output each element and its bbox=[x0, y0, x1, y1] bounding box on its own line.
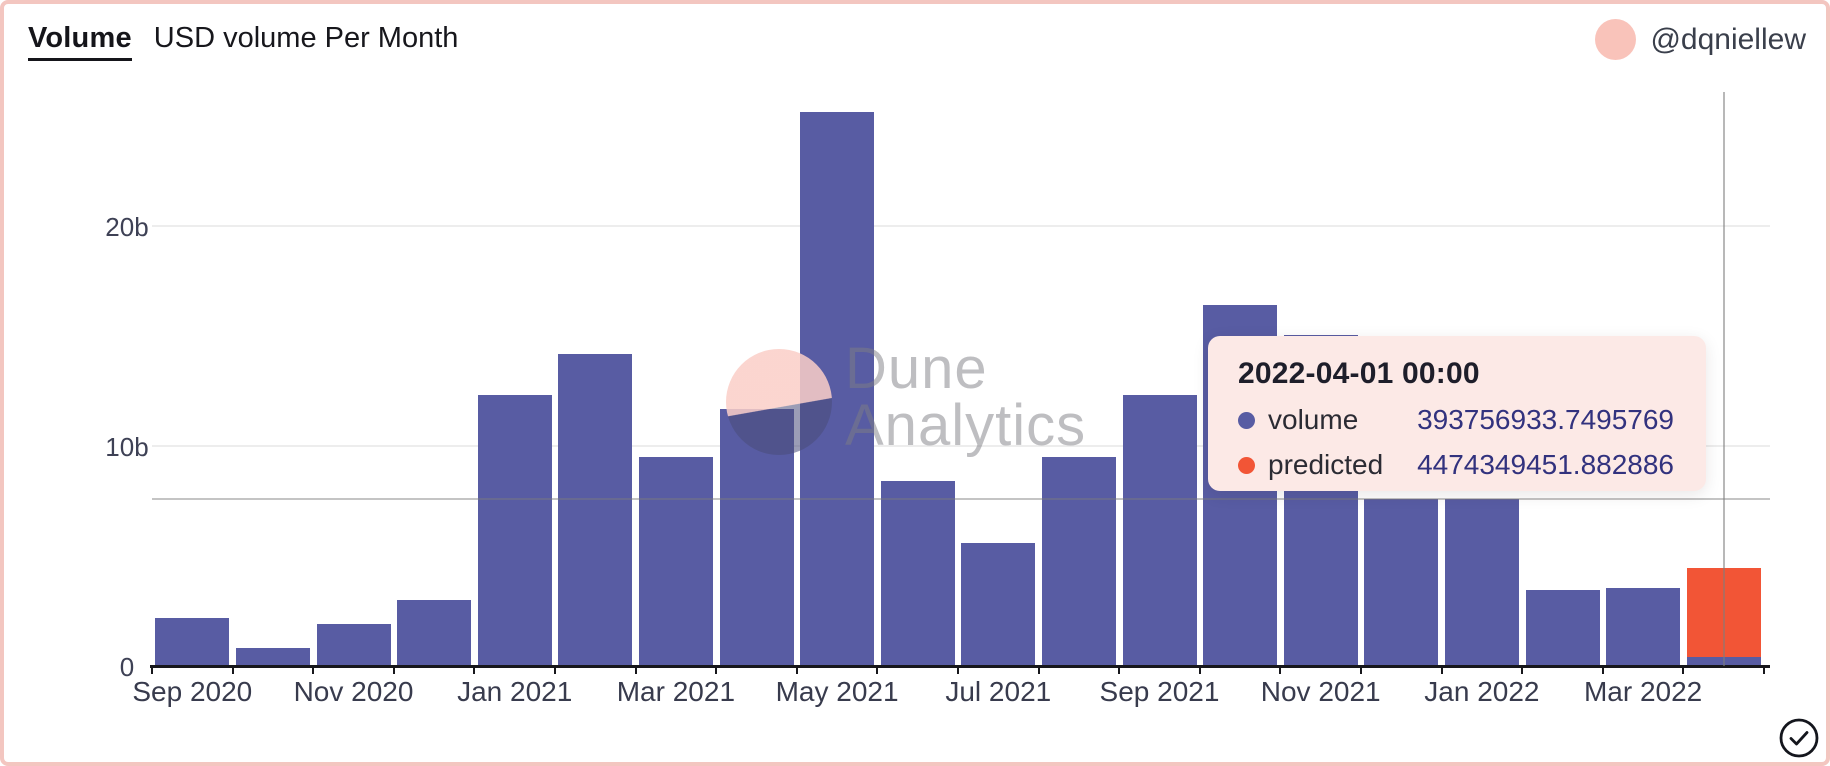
bar-volume-Feb 2022[interactable] bbox=[1525, 590, 1600, 666]
bar-volume-Mar 2021[interactable] bbox=[638, 457, 713, 666]
author-handle-link[interactable]: @dqniellew bbox=[1650, 22, 1806, 56]
gridline-10b bbox=[152, 445, 1770, 447]
author-block: @dqniellew bbox=[1595, 19, 1806, 60]
y-axis-label-20b: 20b bbox=[105, 212, 149, 242]
x-axis-tick bbox=[1521, 666, 1524, 674]
x-axis-tick bbox=[231, 666, 234, 674]
tooltip-predicted-value: 4474349451.882886 bbox=[1417, 449, 1674, 480]
x-axis-tick bbox=[1118, 666, 1121, 674]
bar-volume-Mar 2022[interactable] bbox=[1606, 587, 1681, 666]
x-axis-label-jan-2021: Jan 2021 bbox=[457, 676, 573, 707]
x-axis-label-may-2021: May 2021 bbox=[775, 676, 899, 707]
tooltip-row-predicted: predicted 4474349451.882886 bbox=[1238, 449, 1674, 481]
x-axis-tick bbox=[473, 666, 476, 674]
bar-volume-Sep 2021[interactable] bbox=[1122, 395, 1197, 666]
x-axis-tick bbox=[392, 666, 395, 674]
bar-volume-Aug 2021[interactable] bbox=[1041, 457, 1116, 666]
x-axis-label-sep-2021: Sep 2021 bbox=[1099, 676, 1220, 707]
x-axis-label-nov-2021: Nov 2021 bbox=[1260, 676, 1381, 707]
gridline-20b bbox=[152, 225, 1770, 227]
check-circle-icon bbox=[1779, 718, 1819, 758]
x-axis-line bbox=[150, 665, 1770, 668]
y-axis-label-10b: 10b bbox=[105, 432, 149, 462]
x-axis-label-nov-2020: Nov 2020 bbox=[293, 676, 414, 707]
x-axis-tick bbox=[876, 666, 879, 674]
crosshair-horizontal-line bbox=[152, 498, 1770, 500]
chart-subtitle: USD volume Per Month bbox=[153, 22, 459, 54]
author-avatar[interactable] bbox=[1595, 19, 1637, 60]
hover-tooltip: 2022-04-01 00:00 volume 393756933.749576… bbox=[1208, 336, 1706, 491]
x-axis-tick bbox=[957, 666, 959, 674]
predicted-series-dot-icon bbox=[1238, 456, 1255, 474]
x-axis-label-jul-2021: Jul 2021 bbox=[945, 676, 1052, 707]
bar-volume-Jan 2021[interactable] bbox=[477, 395, 552, 666]
x-axis-tick bbox=[1360, 666, 1362, 674]
bar-volume-Oct 2020[interactable] bbox=[235, 648, 310, 666]
x-axis-tick bbox=[554, 666, 556, 674]
crosshair-vertical-line bbox=[1722, 92, 1725, 666]
bar-volume-Jul 2021[interactable] bbox=[961, 542, 1036, 666]
x-axis-tick bbox=[715, 666, 718, 674]
x-axis-tick bbox=[1440, 666, 1443, 674]
tooltip-volume-label: volume bbox=[1268, 404, 1359, 435]
x-axis-tick bbox=[634, 666, 637, 674]
x-axis-tick bbox=[312, 666, 315, 674]
x-axis-tick bbox=[1037, 666, 1040, 674]
x-axis-tick bbox=[1279, 666, 1282, 674]
x-axis-tick bbox=[1198, 666, 1201, 674]
tooltip-predicted-label: predicted bbox=[1268, 449, 1384, 480]
chart-title-link[interactable]: Volume bbox=[28, 22, 132, 61]
bar-volume-Apr 2021[interactable] bbox=[719, 408, 794, 666]
bar-volume-Jan 2022[interactable] bbox=[1444, 498, 1519, 666]
x-axis-label-mar-2022: Mar 2022 bbox=[1583, 676, 1703, 707]
chart-header: Volume USD volume Per Month bbox=[28, 22, 458, 61]
y-axis-label-0: 0 bbox=[119, 652, 135, 682]
x-axis-tick bbox=[1763, 666, 1765, 674]
check-button[interactable] bbox=[1778, 717, 1820, 759]
bar-volume-Feb 2021[interactable] bbox=[558, 353, 633, 666]
tooltip-date: 2022-04-01 00:00 bbox=[1238, 357, 1480, 390]
bar-volume-Sep 2020[interactable] bbox=[155, 617, 230, 666]
x-axis-label-jan-2022: Jan 2022 bbox=[1424, 676, 1540, 707]
x-axis-label-mar-2021: Mar 2021 bbox=[616, 676, 736, 707]
volume-series-dot-icon bbox=[1238, 411, 1255, 429]
bar-volume-May 2021[interactable] bbox=[800, 111, 875, 666]
bar-volume-Nov 2020[interactable] bbox=[316, 624, 391, 666]
x-axis-tick bbox=[795, 666, 798, 674]
x-axis-tick bbox=[1682, 666, 1685, 674]
bar-volume-Dec 2021[interactable] bbox=[1364, 498, 1439, 666]
x-axis-label-sep-2020: Sep 2020 bbox=[132, 676, 253, 707]
bar-volume-Dec 2020[interactable] bbox=[397, 600, 472, 666]
bar-volume-Jun 2021[interactable] bbox=[880, 481, 955, 666]
x-axis-tick bbox=[1601, 666, 1604, 674]
tooltip-row-volume: volume 393756933.7495769 bbox=[1238, 404, 1674, 436]
tooltip-volume-value: 393756933.7495769 bbox=[1417, 404, 1674, 435]
plot-area: 0 10b 20b Sep 2020 Nov 2020 Jan 2021 Mar 2021 M… bbox=[4, 4, 1826, 762]
x-axis-tick bbox=[151, 666, 153, 674]
